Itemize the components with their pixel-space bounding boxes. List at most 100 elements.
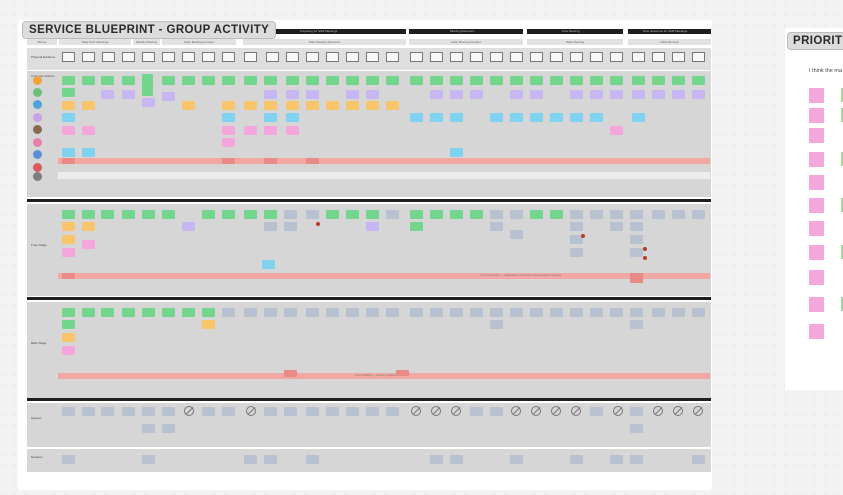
sticky-note[interactable] — [692, 76, 705, 85]
sticky-note[interactable] — [672, 90, 685, 99]
sticky-note[interactable] — [264, 76, 277, 85]
sticky-note[interactable] — [590, 407, 603, 416]
sticky-note[interactable] — [82, 210, 95, 219]
sticky-note[interactable] — [306, 407, 319, 416]
sticky-note[interactable] — [550, 210, 563, 219]
backstage-lane[interactable] — [27, 302, 711, 398]
priority-sticky[interactable] — [809, 270, 824, 285]
sticky-note[interactable] — [82, 101, 95, 110]
sticky-note[interactable] — [62, 126, 75, 135]
sticky-note[interactable] — [326, 407, 339, 416]
sticky-note[interactable] — [570, 235, 583, 244]
sticky-note[interactable] — [450, 90, 463, 99]
frontstage-lane[interactable] — [27, 204, 711, 296]
sticky-note[interactable] — [222, 158, 235, 164]
sticky-note[interactable] — [366, 407, 379, 416]
sticky-note[interactable] — [510, 455, 523, 464]
sticky-note[interactable] — [122, 210, 135, 219]
sticky-note[interactable] — [264, 101, 277, 110]
sticky-note[interactable] — [510, 210, 523, 219]
sticky-note[interactable] — [162, 424, 175, 433]
sticky-note[interactable] — [630, 407, 643, 416]
sticky-note[interactable] — [450, 113, 463, 122]
sticky-note[interactable] — [182, 76, 195, 85]
sticky-note[interactable] — [244, 210, 257, 219]
sticky-note[interactable] — [692, 308, 705, 317]
sticky-note[interactable] — [264, 90, 277, 99]
sticky-note[interactable] — [202, 308, 215, 317]
sticky-note[interactable] — [386, 76, 399, 85]
priority-sticky[interactable] — [809, 245, 824, 260]
sticky-note[interactable] — [510, 76, 523, 85]
sticky-note[interactable] — [530, 308, 543, 317]
sticky-note[interactable] — [366, 222, 379, 231]
sticky-note[interactable] — [630, 424, 643, 433]
sticky-note[interactable] — [366, 210, 379, 219]
sticky-note[interactable] — [284, 222, 297, 231]
sticky-note[interactable] — [430, 113, 443, 122]
sticky-note[interactable] — [62, 148, 75, 157]
sticky-note[interactable] — [306, 90, 319, 99]
sticky-note[interactable] — [222, 126, 235, 135]
sticky-note[interactable] — [244, 308, 257, 317]
sticky-note[interactable] — [101, 407, 114, 416]
sticky-note[interactable] — [142, 407, 155, 416]
sticky-note[interactable] — [490, 210, 503, 219]
sticky-note[interactable] — [530, 90, 543, 99]
sticky-note[interactable] — [62, 308, 75, 317]
sticky-note[interactable] — [692, 210, 705, 219]
sticky-note[interactable] — [570, 210, 583, 219]
sticky-note[interactable] — [101, 90, 114, 99]
sticky-note[interactable] — [62, 273, 75, 279]
sticky-note[interactable] — [346, 90, 359, 99]
sticky-note[interactable] — [470, 210, 483, 219]
sticky-note[interactable] — [244, 101, 257, 110]
sticky-note[interactable] — [326, 308, 339, 317]
sticky-note[interactable] — [162, 210, 175, 219]
sticky-note[interactable] — [590, 308, 603, 317]
sticky-note[interactable] — [162, 76, 175, 85]
sticky-note[interactable] — [264, 158, 277, 164]
sticky-note[interactable] — [286, 76, 299, 85]
sticky-note[interactable] — [202, 320, 215, 329]
sticky-note[interactable] — [450, 455, 463, 464]
sticky-note[interactable] — [530, 76, 543, 85]
priority-sticky[interactable] — [809, 152, 824, 167]
sticky-note[interactable] — [82, 407, 95, 416]
sticky-note[interactable] — [264, 455, 277, 464]
sticky-note[interactable] — [244, 126, 257, 135]
sticky-note[interactable] — [490, 407, 503, 416]
sticky-note[interactable] — [306, 308, 319, 317]
sticky-note[interactable] — [550, 308, 563, 317]
sticky-note[interactable] — [366, 101, 379, 110]
sticky-note[interactable] — [610, 308, 623, 317]
sticky-note[interactable] — [82, 76, 95, 85]
sticky-note[interactable] — [510, 90, 523, 99]
sticky-note[interactable] — [630, 308, 643, 317]
sticky-note[interactable] — [672, 308, 685, 317]
sticky-note[interactable] — [530, 113, 543, 122]
sticky-note[interactable] — [264, 113, 277, 122]
sticky-note[interactable] — [264, 308, 277, 317]
sticky-note[interactable] — [222, 101, 235, 110]
sticky-note[interactable] — [590, 113, 603, 122]
sticky-note[interactable] — [264, 407, 277, 416]
sticky-note[interactable] — [222, 76, 235, 85]
sticky-note[interactable] — [430, 90, 443, 99]
sticky-note[interactable] — [346, 407, 359, 416]
sticky-note[interactable] — [630, 235, 643, 244]
sticky-note[interactable] — [510, 230, 523, 239]
sticky-note[interactable] — [610, 90, 623, 99]
sticky-note[interactable] — [410, 210, 423, 219]
sticky-note[interactable] — [62, 407, 75, 416]
sticky-note[interactable] — [470, 407, 483, 416]
priority-sticky[interactable] — [809, 198, 824, 213]
sticky-note[interactable] — [62, 88, 75, 97]
sticky-note[interactable] — [142, 74, 153, 96]
sticky-note[interactable] — [630, 455, 643, 464]
sticky-note[interactable] — [182, 101, 195, 110]
sticky-note[interactable] — [264, 210, 277, 219]
sticky-note[interactable] — [510, 113, 523, 122]
sticky-note[interactable] — [652, 90, 665, 99]
priority-sticky[interactable] — [809, 108, 824, 123]
